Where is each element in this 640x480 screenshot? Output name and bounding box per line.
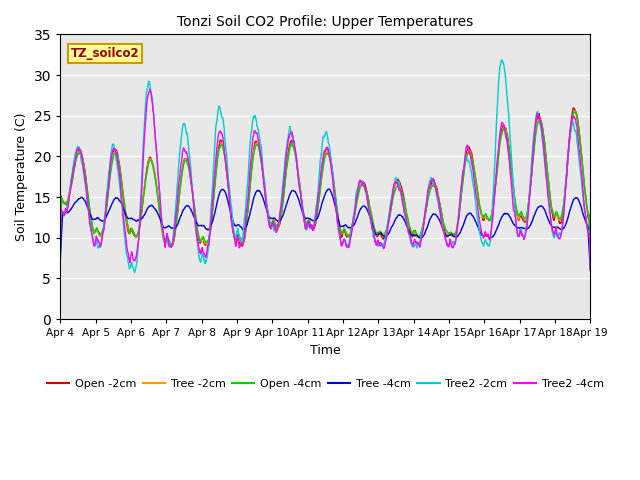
Legend: Open -2cm, Tree -2cm, Open -4cm, Tree -4cm, Tree2 -2cm, Tree2 -4cm: Open -2cm, Tree -2cm, Open -4cm, Tree -4… (43, 374, 608, 393)
Y-axis label: Soil Temperature (C): Soil Temperature (C) (15, 112, 28, 241)
Text: TZ_soilco2: TZ_soilco2 (71, 47, 140, 60)
X-axis label: Time: Time (310, 344, 340, 357)
Title: Tonzi Soil CO2 Profile: Upper Temperatures: Tonzi Soil CO2 Profile: Upper Temperatur… (177, 15, 474, 29)
